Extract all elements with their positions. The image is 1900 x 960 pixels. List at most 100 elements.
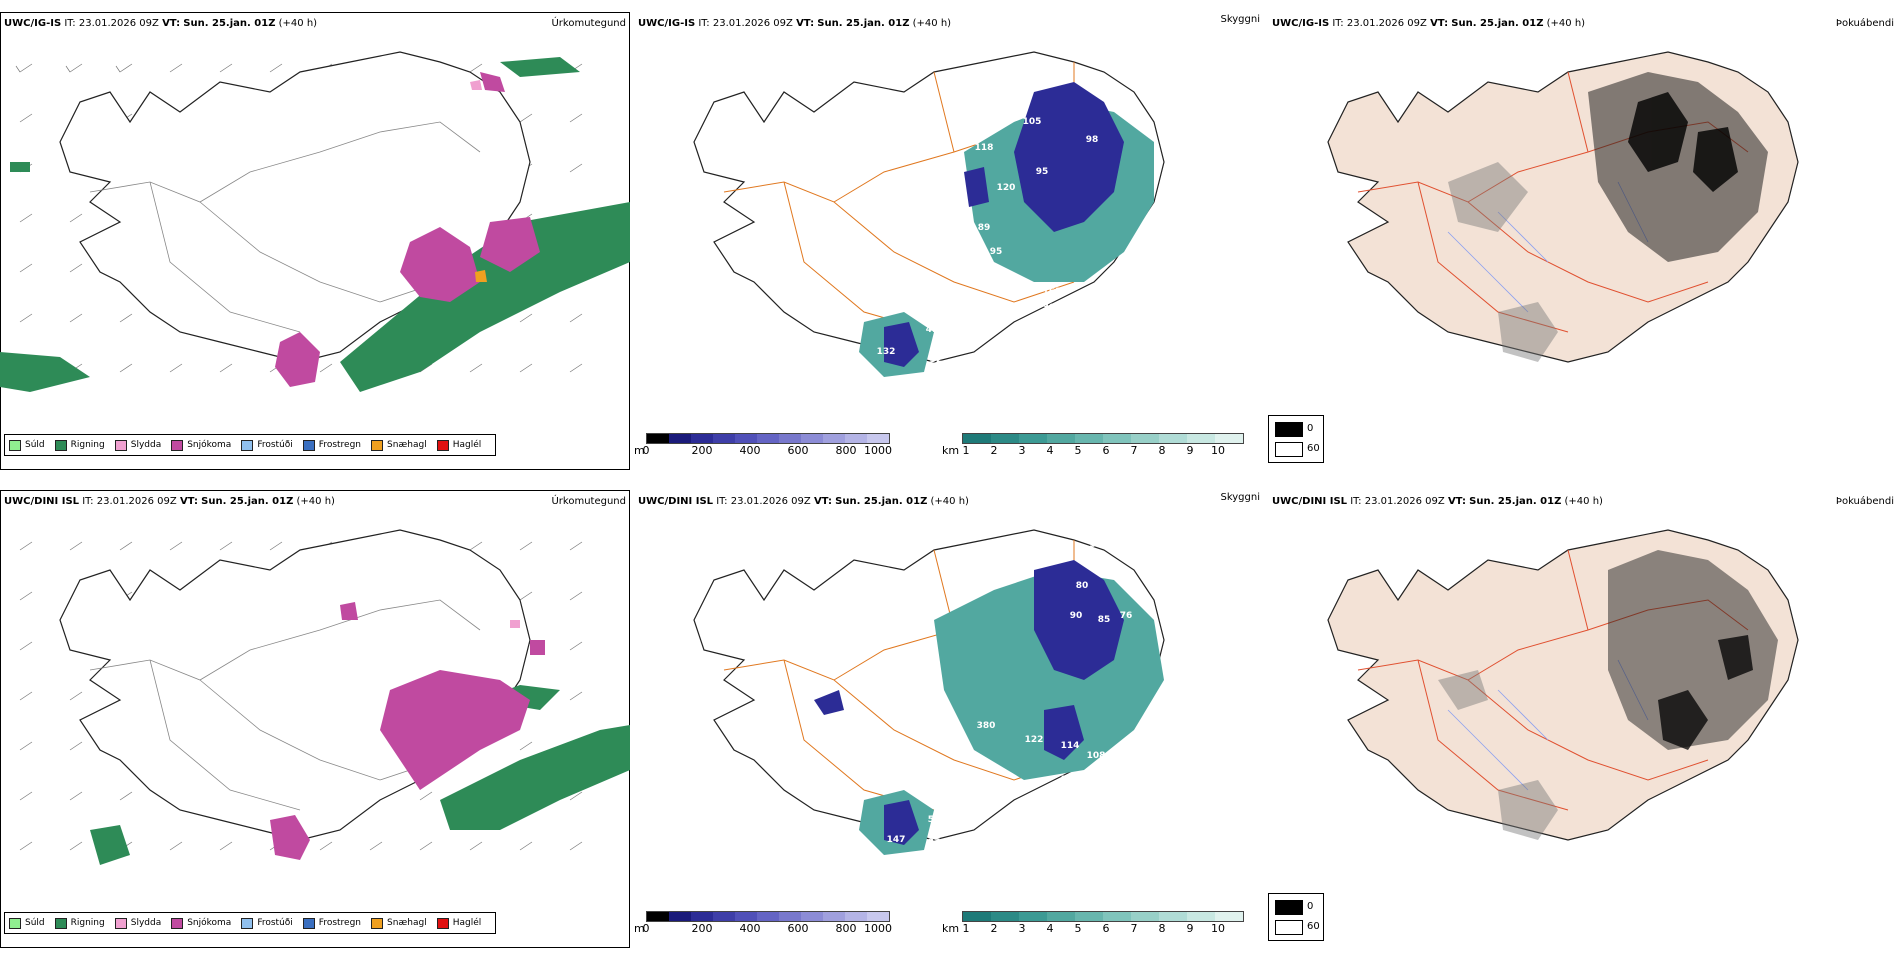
tick-label: 6	[1102, 444, 1110, 457]
ceiling-value-label: 122	[1025, 735, 1044, 745]
iceland-visibility-map: 205 80 90 85 76 380 122 114 108 86 156 37 101 26 55 37 3…	[693, 529, 1165, 865]
model-name: UWC/IG-IS	[638, 18, 696, 29]
legend-item: Haglél	[436, 439, 482, 451]
it-label: IT:	[1332, 18, 1344, 29]
valid-time: Sun. 25.jan. 01Z	[835, 496, 928, 507]
legend-label: Súld	[25, 440, 45, 450]
ceiling-value-label: 37	[928, 838, 941, 848]
panel-title: Úrkomutegund	[551, 496, 626, 507]
legend-label: Snjókoma	[187, 440, 232, 450]
tick-label: 800	[835, 444, 857, 457]
valid-time: Sun. 25.jan. 01Z	[201, 496, 294, 507]
road-network	[89, 121, 481, 333]
ceiling-value-label: 205	[1077, 545, 1096, 555]
legend-swatch	[241, 917, 254, 929]
valid-time: Sun. 25.jan. 01Z	[183, 18, 276, 29]
tick-label: 2	[990, 444, 998, 457]
legend-label: Slydda	[130, 440, 162, 450]
vt-label: VT:	[162, 18, 181, 29]
lead-time: (+40 h)	[296, 496, 335, 507]
ceiling-colorbar: m 0 200 400 600 800 1000	[634, 911, 944, 941]
run-header: UWC/DINI ISL IT: 23.01.2026 09Z VT: Sun.…	[638, 496, 969, 507]
legend-swatch	[371, 439, 384, 451]
it-label: IT:	[1350, 496, 1362, 507]
ceiling-value-label: 95	[1036, 167, 1049, 177]
sleet-patch	[510, 620, 520, 628]
tick-label: 3	[1018, 444, 1026, 457]
road-network	[723, 540, 1115, 811]
ceiling-value-label: 101	[1043, 811, 1062, 821]
ceiling-value-label: 147	[887, 835, 906, 845]
panel-title: Skyggni	[1220, 492, 1260, 503]
fog-panel: UWC/IG-IS IT: 23.01.2026 09Z VT: Sun. 25…	[1268, 12, 1900, 470]
fog-shading-dense	[1628, 92, 1738, 192]
fog-legend: 0 60	[1268, 415, 1324, 463]
fog-high-label: 0	[1307, 423, 1314, 434]
tick-label: 600	[787, 922, 809, 935]
tick-label: 0	[642, 922, 650, 935]
legend-label: Snæhagl	[387, 440, 427, 450]
legend-swatch	[114, 439, 127, 451]
fog-legend: 0 60	[1268, 893, 1324, 941]
model-name: UWC/IG-IS	[4, 18, 62, 29]
fog-low-label: 60	[1307, 443, 1320, 454]
tick-label: 9	[1186, 444, 1194, 457]
iceland-fog-map	[1327, 51, 1799, 363]
legend-item: Frostúði	[241, 917, 293, 929]
model-name: UWC/DINI ISL	[638, 496, 714, 507]
legend-swatch	[114, 917, 127, 929]
visibility-colorbar-bar	[962, 433, 1244, 444]
fog-shading-light	[1448, 162, 1558, 362]
lead-time: (+40 h)	[1564, 496, 1603, 507]
panel-title: Þokuábendi	[1835, 18, 1894, 29]
init-time: 23.01.2026 09Z	[712, 18, 793, 29]
legend-item: Súld	[9, 917, 45, 929]
precip-type-legend: Súld Rigning Slydda Snjókoma Frostúði Fr…	[4, 912, 497, 934]
ceiling-value-label: 161	[1043, 287, 1062, 297]
legend-item: Frostregn	[302, 917, 361, 929]
ceiling-value-label: 86	[1098, 769, 1111, 779]
visibility-unit: km	[942, 922, 960, 935]
legend-swatch	[241, 439, 254, 451]
fog-shading-dense	[1658, 635, 1753, 750]
tick-label: 5	[1074, 444, 1082, 457]
vt-label: VT:	[179, 496, 198, 507]
ceiling-value-label: 90	[1070, 611, 1083, 621]
fog-high-label: 0	[1307, 901, 1314, 912]
tick-label: 8	[1158, 922, 1166, 935]
ceiling-colorbar-bar	[646, 911, 890, 922]
tick-label: 7	[1130, 922, 1138, 935]
tick-label: 4	[1046, 922, 1054, 935]
run-header: UWC/IG-IS IT: 23.01.2026 09Z VT: Sun. 25…	[1272, 18, 1585, 29]
tick-label: 200	[691, 444, 713, 457]
ceiling-value-label: 76	[1120, 611, 1133, 621]
tick-label: 4	[1046, 444, 1054, 457]
fog-low-label: 60	[1307, 921, 1320, 932]
sleet-patch	[470, 80, 482, 90]
init-time: 23.01.2026 09Z	[730, 496, 811, 507]
legend-label: Frostúði	[257, 440, 293, 450]
legend-swatch	[171, 439, 184, 451]
legend-label: Rigning	[70, 440, 105, 450]
run-header: UWC/DINI ISL IT: 23.01.2026 09Z VT: Sun.…	[1272, 496, 1603, 507]
panel-title: Úrkomutegund	[551, 18, 626, 29]
tick-label: 800	[835, 922, 857, 935]
tick-label: 9	[1186, 922, 1194, 935]
forecast-row-ig-is: UWC/IG-IS IT: 23.01.2026 09Z VT: Sun. 25…	[0, 12, 1900, 482]
tick-label: 8	[1158, 444, 1166, 457]
ceiling-value-label: 26	[1048, 838, 1061, 848]
tick-label: 2	[990, 922, 998, 935]
legend-label: Súld	[25, 918, 45, 928]
tick-label: 10	[1211, 922, 1225, 935]
snow-pellet-patch	[475, 270, 487, 282]
tick-label: 0	[642, 444, 650, 457]
lead-time: (+40 h)	[912, 18, 952, 29]
fog-high-swatch	[1275, 900, 1303, 915]
legend-label: Haglél	[452, 440, 482, 450]
legend-label: Snjókoma	[187, 918, 232, 928]
ceiling-values: 134 105 98 118 95 120 89 95 161 300 49 132 52 44	[877, 73, 1099, 383]
legend-item: Frostregn	[302, 439, 361, 451]
ceiling-colorbar: m 0 200 400 600 800 1000	[634, 433, 944, 463]
ceiling-value-label: 105	[1023, 117, 1042, 127]
forecast-row-dini-isl: UWC/DINI ISL IT: 23.01.2026 09Z VT: Sun.…	[0, 490, 1900, 960]
